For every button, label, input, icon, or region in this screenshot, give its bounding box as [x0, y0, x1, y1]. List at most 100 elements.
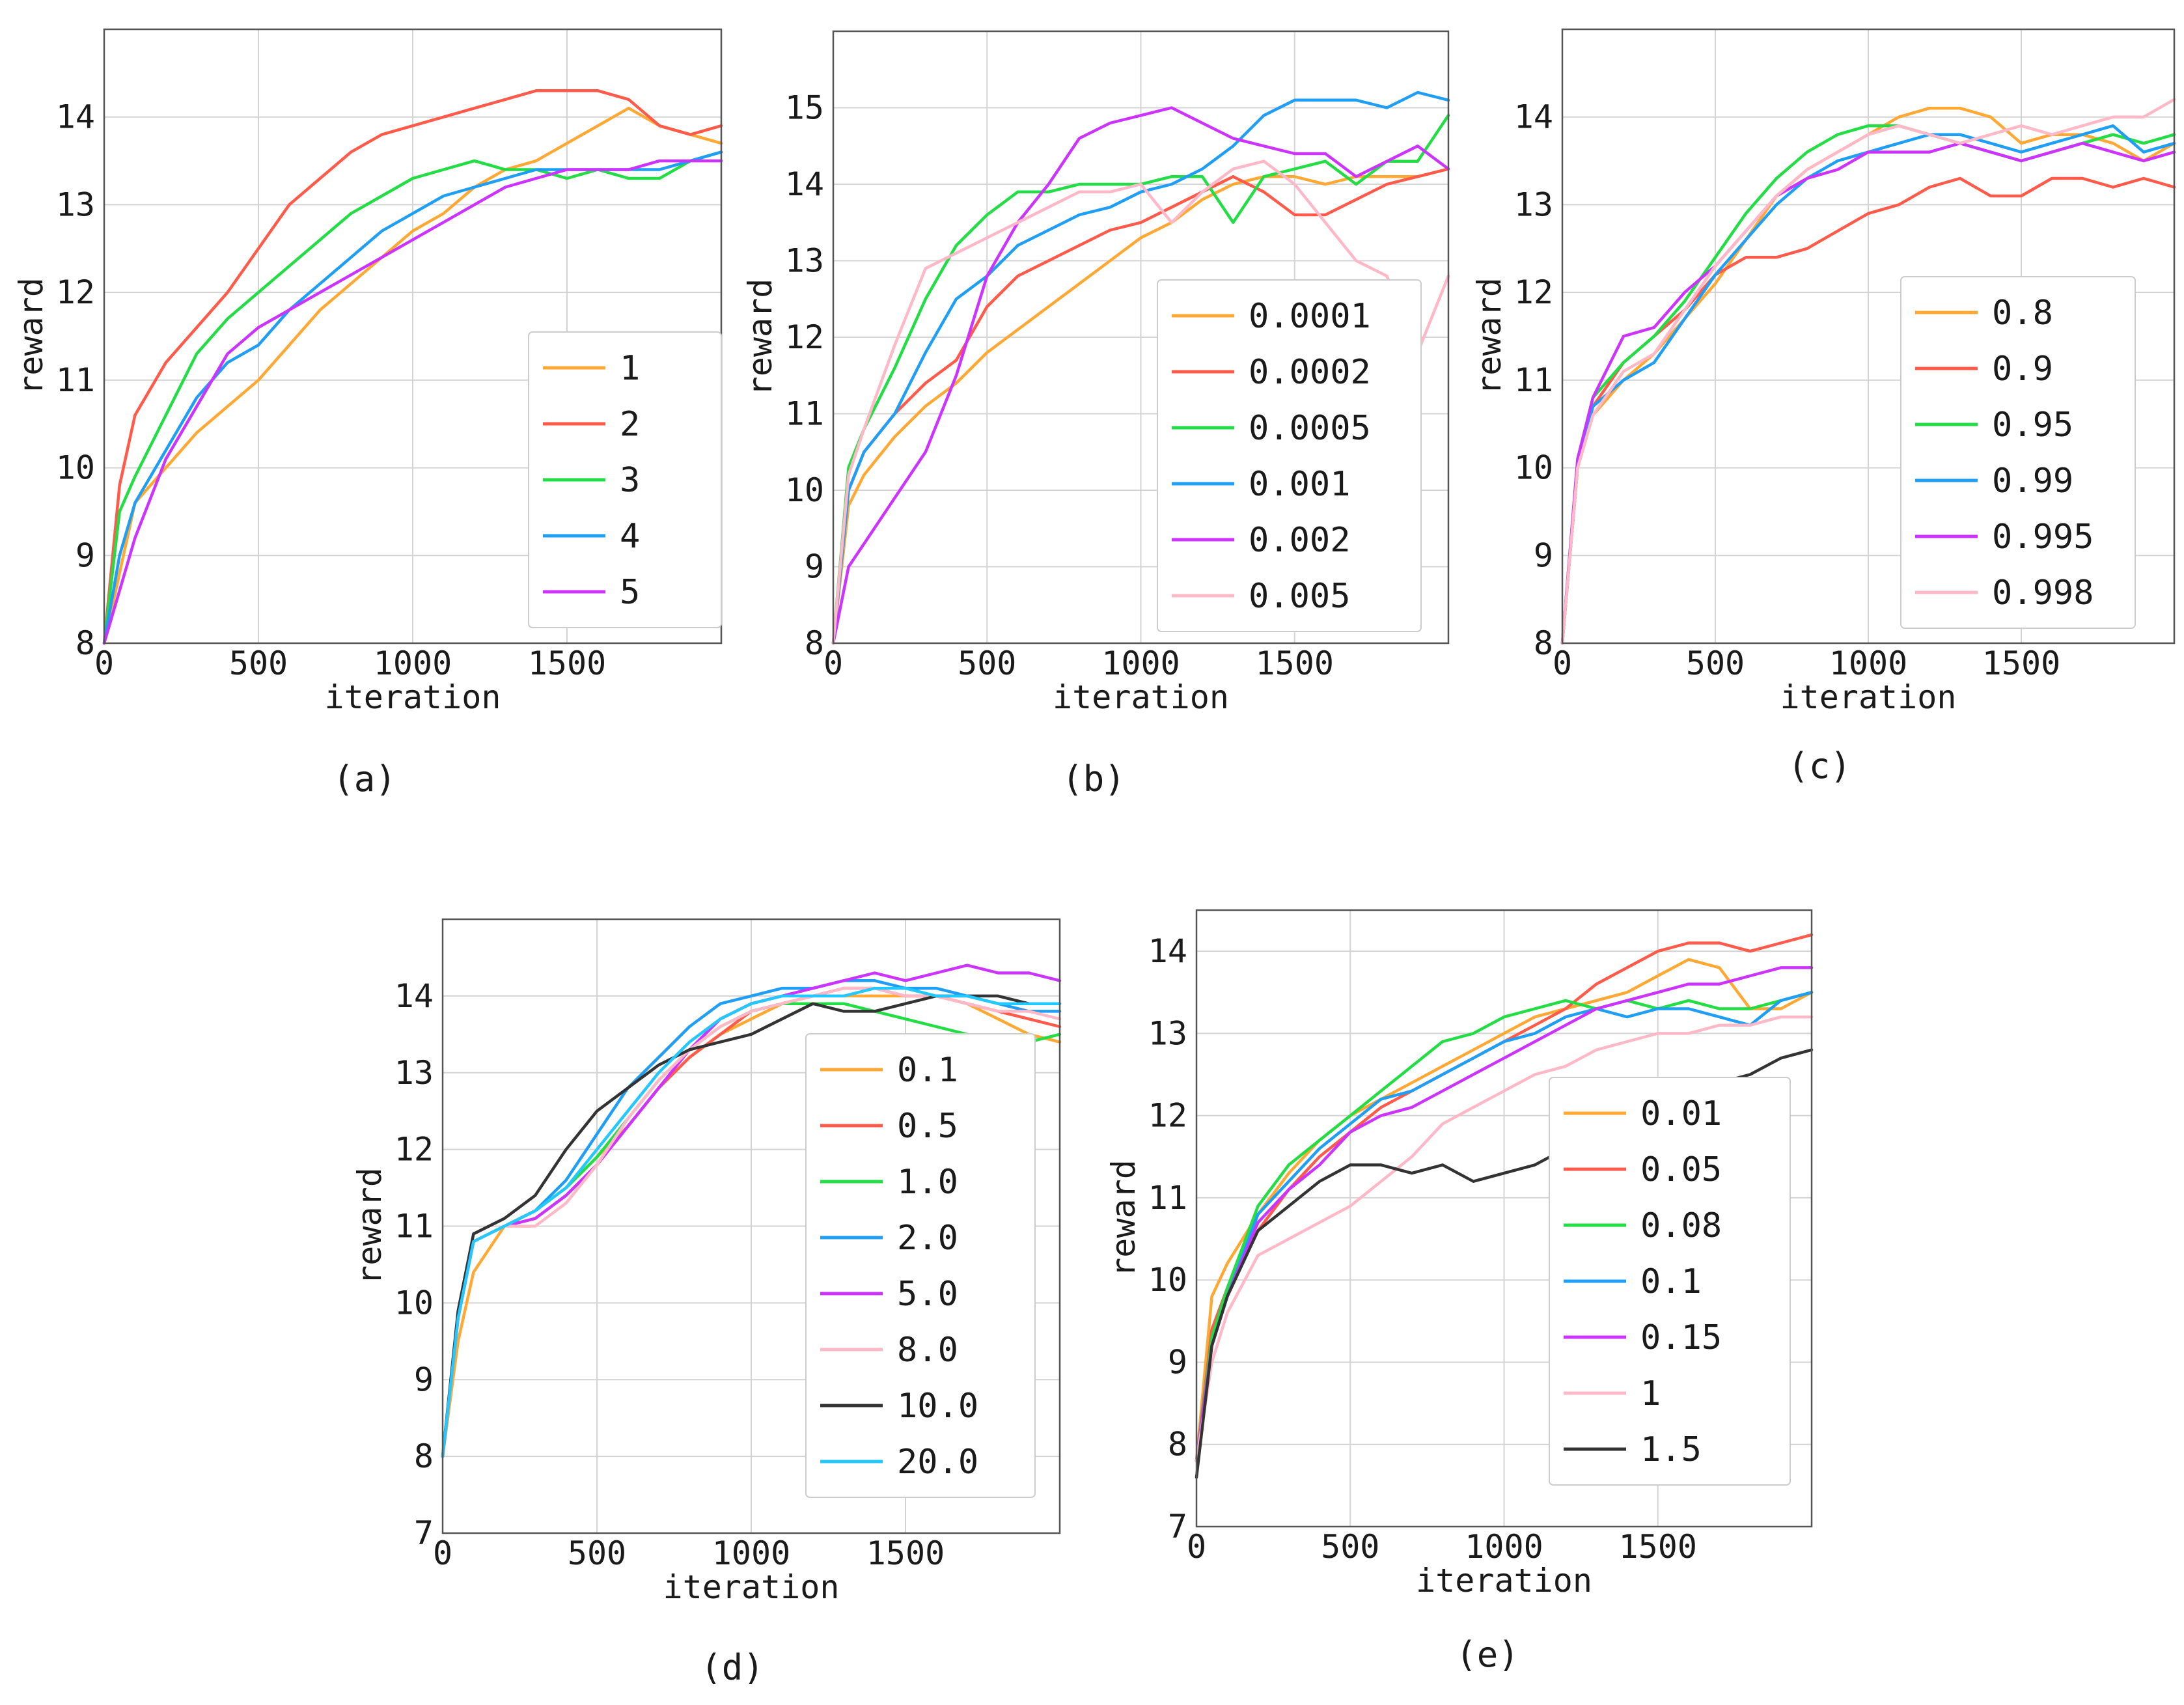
y-tick-label: 10 [1148, 1261, 1187, 1299]
legend-label: 0.5 [897, 1107, 958, 1146]
legend-label: 0.0002 [1249, 353, 1371, 392]
x-tick-label: 0 [94, 645, 114, 682]
legend-label: 0.001 [1249, 465, 1351, 504]
y-tick-label: 9 [1534, 536, 1553, 574]
y-tick-label: 8 [1534, 624, 1553, 662]
legend-label: 0.0001 [1249, 297, 1371, 336]
x-tick-label: 1500 [1256, 645, 1334, 682]
plot-frame [1561, 28, 2176, 645]
y-tick-label: 11 [394, 1208, 434, 1245]
series-line [1195, 991, 1814, 1463]
y-tick-label: 9 [414, 1361, 434, 1398]
y-axis-label: reward [1471, 277, 1508, 395]
legend-label: 0.1 [897, 1051, 958, 1090]
legend-box [1549, 1077, 1791, 1486]
series-line [441, 986, 1062, 1458]
series-line [831, 90, 1450, 645]
y-tick-label: 10 [394, 1284, 434, 1322]
legend: 1 2 3 4 5 [528, 331, 722, 628]
x-tick-label: 1500 [528, 645, 606, 682]
chart-panel: 0 500 1000 1500 8 9 10 11 12 13 14 iteration reward 0… [1471, 28, 2176, 786]
legend: 0.8 0.9 0.95 0.99 0.995 0.998 [1900, 276, 2136, 629]
y-axis-label: reward [12, 277, 50, 395]
y-tick-label: 13 [394, 1054, 434, 1092]
x-tick-label: 0 [1553, 645, 1572, 682]
y-tick-label: 11 [785, 395, 824, 433]
series-line [831, 167, 1450, 645]
legend-label: 0.1 [1640, 1262, 1702, 1301]
series-line [1195, 966, 1814, 1463]
legend-box [528, 331, 722, 628]
x-tick-label: 1500 [866, 1534, 945, 1572]
series-line [102, 159, 723, 645]
plot-frame [1195, 909, 1813, 1528]
legend-label: 1 [1640, 1374, 1661, 1413]
chart-panel: 0 500 1000 1500 7 8 9 10 11 12 13 14 iteration reward… [1105, 909, 1814, 1675]
y-tick-label: 10 [1514, 449, 1553, 487]
x-tick-label: 1000 [374, 645, 452, 682]
y-tick-label: 7 [414, 1514, 434, 1552]
legend-label: 4 [620, 517, 640, 556]
chart-panel: 0 500 1000 1500 8 9 10 11 12 13 14 15 iteration rewar… [741, 30, 1450, 799]
legend-label: 1 [620, 349, 640, 388]
panel-label: (b) [1062, 758, 1126, 799]
legend-label: 2 [620, 405, 640, 444]
x-tick-label: 500 [229, 645, 288, 682]
x-tick-label: 500 [958, 645, 1016, 682]
y-tick-label: 10 [56, 449, 95, 487]
series-line [1560, 98, 2176, 645]
x-tick-label: 1000 [1829, 645, 1907, 682]
y-tick-label: 9 [805, 548, 824, 586]
legend-label: 2.0 [897, 1219, 958, 1258]
y-tick-label: 11 [1148, 1179, 1187, 1217]
series-line [831, 106, 1450, 645]
y-tick-label: 11 [56, 361, 95, 399]
x-tick-label: 0 [433, 1534, 452, 1572]
y-axis-label: reward [351, 1167, 389, 1285]
series-line [831, 167, 1450, 645]
series-line [1195, 991, 1814, 1463]
legend-label: 3 [620, 461, 640, 500]
panel-label: (c) [1788, 745, 1851, 786]
x-tick-label: 0 [1187, 1528, 1206, 1566]
y-tick-label: 14 [1514, 98, 1553, 136]
y-tick-label: 13 [1514, 186, 1553, 223]
legend: 0.1 0.5 1.0 2.0 5.0 8.0 10.0 20.0 [805, 1033, 1036, 1498]
legend-label: 0.08 [1640, 1206, 1722, 1245]
x-tick-label: 1000 [1465, 1528, 1543, 1566]
y-tick-label: 8 [76, 624, 95, 662]
panel-label: (e) [1456, 1634, 1519, 1675]
x-axis-label: iteration [1053, 678, 1229, 716]
y-tick-label: 8 [805, 624, 824, 662]
series-line [831, 114, 1450, 645]
legend-label: 0.05 [1640, 1150, 1722, 1189]
x-tick-label: 1500 [1619, 1528, 1697, 1566]
x-axis-label: iteration [663, 1568, 840, 1606]
x-tick-label: 500 [1686, 645, 1745, 682]
legend-label: 0.95 [1992, 406, 2073, 445]
legend-label: 0.01 [1640, 1094, 1722, 1133]
x-tick-label: 1000 [1101, 645, 1180, 682]
panel-label: (a) [333, 758, 396, 799]
series-line [102, 106, 723, 645]
legend-label: 0.0005 [1249, 409, 1371, 448]
x-tick-label: 0 [823, 645, 843, 682]
series-line [1195, 1015, 1814, 1463]
y-tick-label: 9 [1168, 1343, 1187, 1381]
legend-box [1157, 279, 1422, 632]
y-tick-label: 14 [394, 977, 434, 1015]
legend-label: 0.998 [1992, 574, 2094, 613]
legend-label: 5.0 [897, 1275, 958, 1314]
legend-box [805, 1033, 1036, 1498]
y-tick-label: 9 [76, 536, 95, 574]
y-tick-label: 12 [1514, 273, 1553, 311]
legend-label: 1.5 [1640, 1430, 1702, 1469]
y-tick-label: 12 [785, 318, 824, 356]
plot-frame [832, 30, 1450, 645]
plot-frame [441, 918, 1061, 1534]
series-line [1560, 141, 2176, 645]
legend: 0.0001 0.0002 0.0005 0.001 0.002 0.005 [1157, 279, 1422, 632]
legend-label: 20.0 [897, 1443, 978, 1482]
